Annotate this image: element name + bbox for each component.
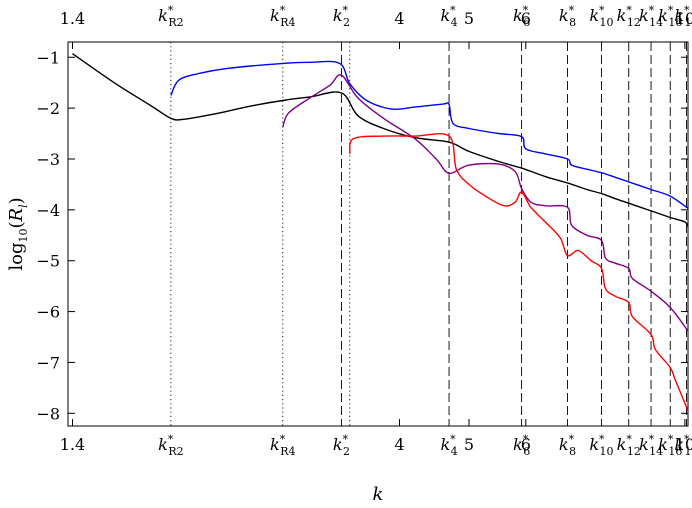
k-tick-label-bottom: k* 6 — [513, 433, 530, 458]
k-tick-label-bottom: k* 10 — [589, 433, 613, 458]
y-tick-label: −4 — [36, 201, 60, 220]
x-tick-label-top: 10 — [675, 9, 692, 28]
x-tick-label-top: 5 — [464, 9, 474, 28]
y-axis-label: log10(Rl) — [6, 197, 30, 270]
k-tick-label-top: k* 4 — [440, 4, 457, 29]
axis-ticks — [68, 42, 688, 426]
y-tick-label: −5 — [36, 252, 60, 271]
k-tick-label-bottom: k*18 — [674, 433, 692, 458]
k-tick-label-bottom: k* 8 — [559, 433, 576, 458]
y-tick-label: −3 — [36, 150, 60, 169]
x-tick-label-top: 1.4 — [60, 9, 85, 28]
k-tick-label-top: k*18 — [674, 4, 692, 29]
k-tick-label-bottom: k* R2 — [158, 433, 183, 458]
k-tick-label-top: k* 10 — [589, 4, 613, 29]
k-tick-label-top: k* 8 — [559, 4, 576, 29]
x-tick-label-bottom: 5 — [464, 435, 474, 454]
x-tick-label-top: 6 — [521, 9, 531, 28]
series-line-black — [72, 53, 689, 228]
k-tick-label-top: k* 12 — [617, 4, 641, 29]
k-tick-label-bottom: k* 2 — [333, 433, 350, 458]
y-tick-label: −8 — [36, 404, 60, 423]
k-tick-label-top: k* R4 — [270, 4, 295, 29]
x-tick-label-bottom: 4 — [394, 435, 404, 454]
x-tick-label-top: 4 — [394, 9, 404, 28]
guide-lines — [170, 42, 687, 426]
y-tick-label: −2 — [36, 99, 60, 118]
x-tick-label-bottom: 10 — [675, 435, 692, 454]
series-line-red — [349, 132, 689, 411]
k-tick-label-bottom: k* 16 — [658, 433, 682, 458]
k-tick-label-top: k* 14 — [639, 4, 663, 29]
k-tick-label-top: k* 16 — [658, 4, 682, 29]
plot-frame — [67, 41, 689, 427]
k-tick-label-bottom: k* 12 — [617, 433, 641, 458]
k-tick-label-bottom: k* 4 — [440, 433, 457, 458]
k-tick-label-bottom: k* 14 — [639, 433, 663, 458]
k-tick-label-top: k* R2 — [158, 4, 183, 29]
series-line-purple — [282, 74, 689, 332]
y-tick-label: −7 — [36, 353, 60, 372]
y-tick-label: −6 — [36, 303, 60, 322]
x-tick-label-bottom: 1.4 — [60, 435, 85, 454]
series-layer — [72, 53, 689, 411]
series-line-blue — [170, 60, 689, 209]
k-tick-label-top: k* 2 — [333, 4, 350, 29]
x-axis-label: k — [373, 484, 384, 505]
y-tick-label: −1 — [36, 48, 60, 67]
x-tick-label-bottom: 6 — [521, 435, 531, 454]
k-tick-label-top: k* 6 — [513, 4, 530, 29]
k-tick-label-bottom: k* R4 — [270, 433, 295, 458]
